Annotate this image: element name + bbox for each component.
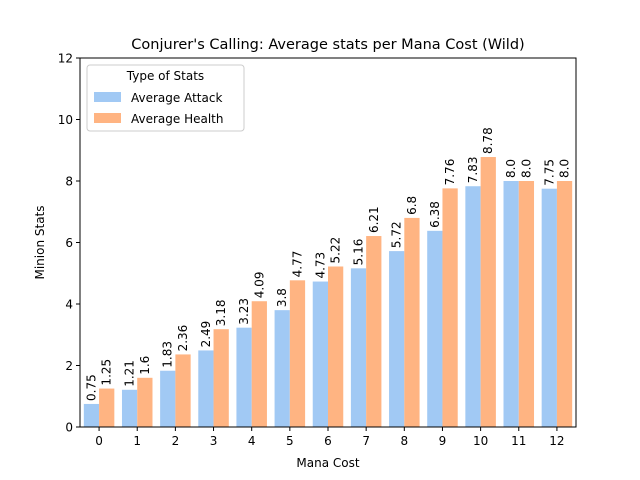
data-label-health-7: 6.21 xyxy=(367,206,381,233)
y-axis-label: Minion Stats xyxy=(33,205,47,279)
x-tick-label-10: 10 xyxy=(473,434,488,448)
x-tick-label-1: 1 xyxy=(133,434,141,448)
y-tick-label-0: 0 xyxy=(65,421,73,435)
data-label-health-3: 3.18 xyxy=(214,299,228,326)
x-tick-label-8: 8 xyxy=(400,434,408,448)
data-label-health-12: 8.0 xyxy=(558,159,572,178)
data-label-attack-8: 5.72 xyxy=(390,221,404,248)
bar-health-1 xyxy=(137,377,153,427)
legend-title: Type of Stats xyxy=(126,69,204,83)
bar-health-3 xyxy=(213,329,229,427)
bar-attack-4 xyxy=(236,327,252,427)
legend: Type of Stats Average Attack Average Hea… xyxy=(86,64,245,132)
data-label-health-8: 6.8 xyxy=(405,196,419,215)
data-label-attack-4: 3.23 xyxy=(237,298,251,325)
bar-health-12 xyxy=(556,181,573,427)
data-label-attack-3: 2.49 xyxy=(199,321,213,348)
data-label-health-1: 1.6 xyxy=(138,356,152,375)
y-tick-label-6: 6 xyxy=(65,236,73,250)
bar-health-0 xyxy=(99,388,115,427)
bar-health-8 xyxy=(404,217,420,427)
bar-health-6 xyxy=(328,266,344,427)
bar-health-10 xyxy=(480,157,496,427)
legend-box xyxy=(86,64,245,132)
data-label-attack-12: 7.75 xyxy=(542,159,556,186)
bar-attack-3 xyxy=(198,350,214,427)
data-label-attack-6: 4.73 xyxy=(313,252,327,279)
bar-health-11 xyxy=(518,181,535,427)
data-label-health-10: 8.78 xyxy=(481,127,495,154)
bar-attack-9 xyxy=(427,230,443,427)
x-tick-label-6: 6 xyxy=(324,434,332,448)
data-label-health-5: 4.77 xyxy=(290,251,304,278)
x-tick-label-5: 5 xyxy=(286,434,294,448)
data-label-attack-9: 6.38 xyxy=(428,201,442,228)
x-tick-label-2: 2 xyxy=(172,434,180,448)
data-labels-layer: 0.75 1.21 1.83 2.49 3.23 3.8 4.73 5.16 5.72 6.38 7… xyxy=(84,127,571,401)
data-label-attack-7: 5.16 xyxy=(352,239,366,266)
data-label-health-6: 5.22 xyxy=(329,237,343,264)
bar-attack-6 xyxy=(312,281,328,427)
data-label-attack-1: 1.21 xyxy=(123,360,137,387)
y-tick-label-12: 12 xyxy=(58,52,73,66)
x-tick-label-7: 7 xyxy=(362,434,370,448)
x-axis-label: Mana Cost xyxy=(296,456,359,470)
bar-health-4 xyxy=(251,301,267,427)
y-tick-label-10: 10 xyxy=(58,113,73,127)
data-label-health-2: 2.36 xyxy=(176,325,190,352)
legend-swatch-health xyxy=(94,113,121,123)
data-label-attack-2: 1.83 xyxy=(161,341,175,368)
x-tick-label-0: 0 xyxy=(95,434,103,448)
data-label-health-4: 4.09 xyxy=(252,272,266,299)
data-label-attack-10: 7.83 xyxy=(466,157,480,184)
data-label-health-0: 1.25 xyxy=(100,359,114,386)
legend-label-attack: Average Attack xyxy=(131,91,222,105)
y-tick-label-4: 4 xyxy=(65,298,73,312)
bar-health-9 xyxy=(442,188,458,427)
legend-label-health: Average Health xyxy=(131,112,224,126)
bar-attack-7 xyxy=(350,268,367,427)
data-label-health-9: 7.76 xyxy=(443,159,457,186)
bar-attack-0 xyxy=(83,403,100,427)
data-label-attack-5: 3.8 xyxy=(275,288,289,307)
data-label-attack-11: 8.0 xyxy=(504,159,518,178)
bar-attack-1 xyxy=(121,389,138,427)
x-tick-label-9: 9 xyxy=(439,434,447,448)
bar-attack-12 xyxy=(541,188,557,427)
bar-health-2 xyxy=(175,354,191,427)
legend-swatch-attack xyxy=(94,92,121,102)
x-tick-label-12: 12 xyxy=(549,434,564,448)
y-tick-label-2: 2 xyxy=(65,359,73,373)
y-tick-label-8: 8 xyxy=(65,175,73,189)
bar-health-5 xyxy=(289,280,306,427)
bar-attack-8 xyxy=(389,251,405,427)
x-tick-label-3: 3 xyxy=(210,434,218,448)
bar-attack-5 xyxy=(274,310,290,427)
x-tick-label-4: 4 xyxy=(248,434,256,448)
x-tick-label-11: 11 xyxy=(511,434,526,448)
chart-title: Conjurer's Calling: Average stats per Ma… xyxy=(131,37,524,53)
x-axis-ticks: 0 1 2 3 4 5 6 7 8 9 10 11 12 xyxy=(95,427,565,448)
bar-attack-10 xyxy=(465,186,481,427)
data-label-attack-0: 0.75 xyxy=(84,374,98,401)
bar-attack-11 xyxy=(503,181,519,427)
data-label-health-11: 8.0 xyxy=(519,159,533,178)
bars-layer xyxy=(83,157,573,427)
y-axis-ticks: 0 2 4 6 8 10 12 xyxy=(58,52,80,435)
bar-health-7 xyxy=(366,236,382,427)
bar-attack-2 xyxy=(160,370,176,427)
